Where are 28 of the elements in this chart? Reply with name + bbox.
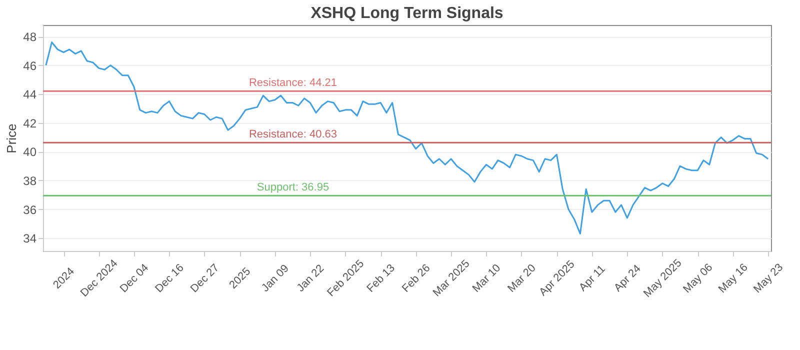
y-tick-label: 36 bbox=[23, 202, 37, 217]
x-tick-label: Feb 26 bbox=[400, 262, 433, 295]
x-tick-label: May 23 bbox=[752, 262, 786, 296]
x-tick-label: Jan 22 bbox=[294, 262, 327, 294]
x-tick-label: Dec 16 bbox=[153, 262, 186, 296]
ref-line-label: Resistance: 40.63 bbox=[248, 128, 338, 141]
y-tick-label: 38 bbox=[23, 174, 37, 188]
x-tick-label: Jan 09 bbox=[259, 262, 292, 294]
ref-line-label: Support: 36.95 bbox=[256, 182, 330, 194]
line-series bbox=[45, 42, 769, 234]
x-tick-label: Dec 04 bbox=[118, 262, 152, 296]
ref-line-label: Resistance: 44.21 bbox=[248, 77, 338, 90]
y-tick-label: 46 bbox=[23, 58, 37, 73]
x-tick-label: Apr 24 bbox=[612, 262, 644, 294]
x-tick-label: Mar 20 bbox=[506, 262, 538, 295]
x-tick-label: Feb 13 bbox=[364, 262, 398, 295]
y-tick-label: 40 bbox=[23, 145, 37, 160]
x-tick-label: May 06 bbox=[681, 262, 716, 296]
y-tick-label: 34 bbox=[23, 232, 37, 246]
y-tick-label: 44 bbox=[23, 88, 37, 102]
x-tick-label: May 16 bbox=[716, 262, 750, 296]
chart-title: XSHQ Long Term Signals bbox=[310, 5, 504, 22]
y-tick-label: 48 bbox=[23, 30, 37, 44]
y-axis-title: Price bbox=[4, 124, 20, 154]
y-tick-label: 42 bbox=[23, 116, 37, 130]
x-tick-label: Dec 27 bbox=[188, 262, 222, 296]
x-tick-label: Apr 11 bbox=[577, 263, 608, 294]
x-tick-label: Mar 10 bbox=[470, 262, 504, 295]
